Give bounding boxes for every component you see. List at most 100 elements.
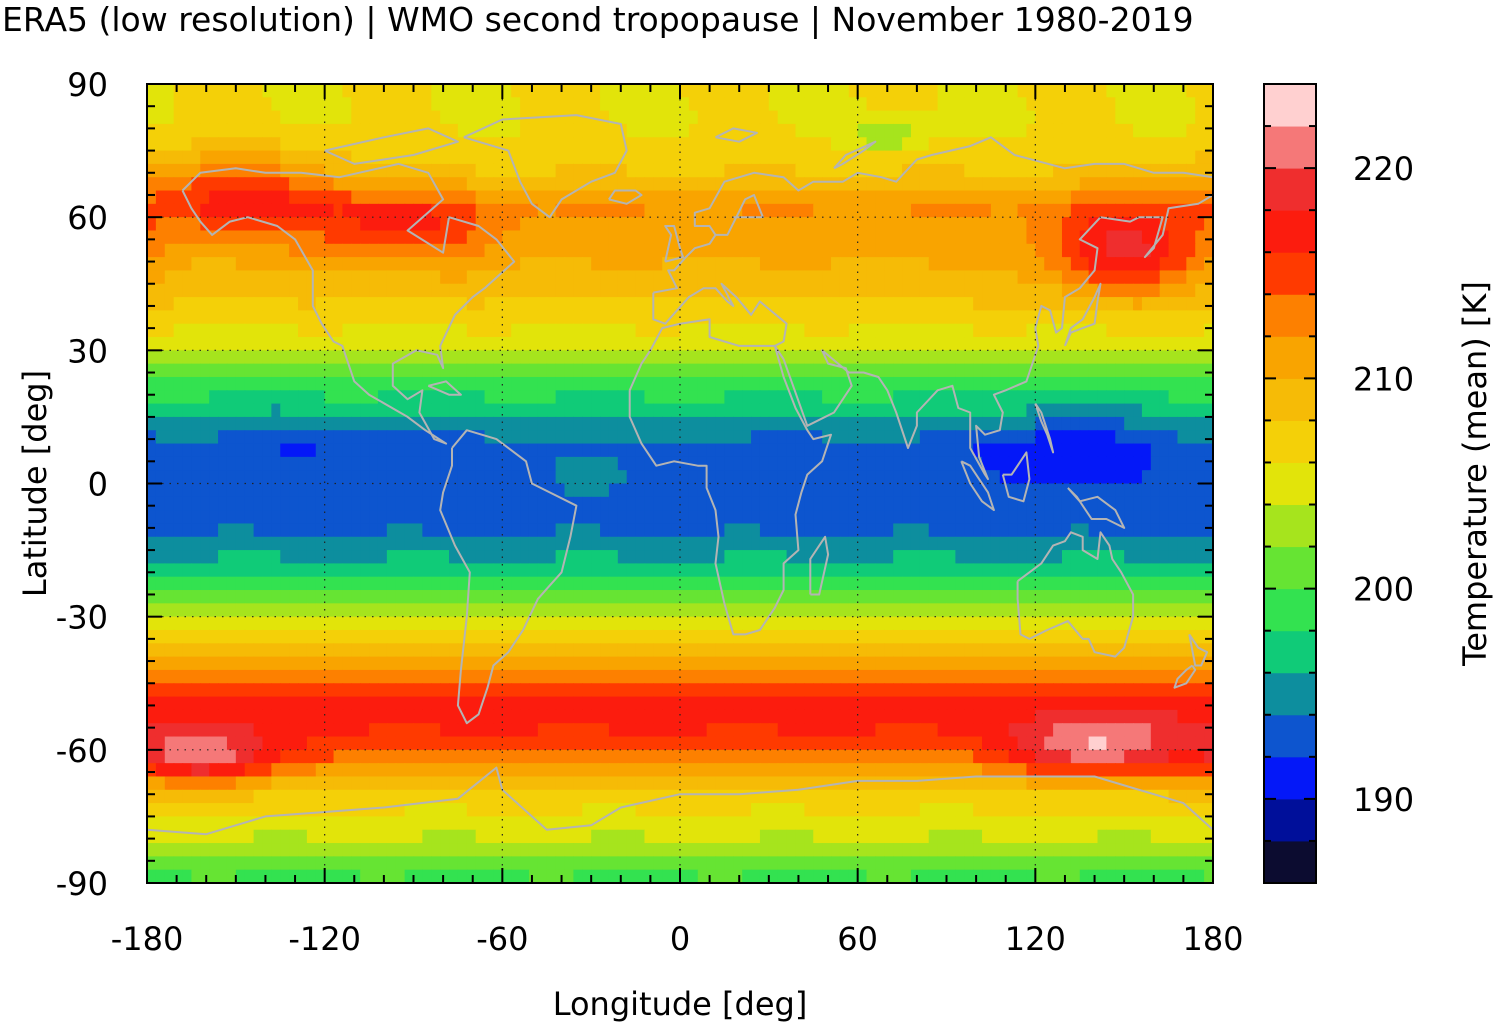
heatmap-cell: [1133, 390, 1143, 405]
heatmap-cell: [324, 510, 335, 525]
heatmap-cell: [893, 163, 903, 178]
heatmap-cell: [1168, 590, 1179, 604]
heatmap-cell: [742, 203, 752, 218]
heatmap-cell: [786, 97, 797, 112]
heatmap-cell: [768, 430, 779, 445]
heatmap-cell: [786, 203, 797, 218]
heatmap-cell: [831, 323, 841, 338]
heatmap-cell: [209, 123, 219, 138]
heatmap-cell: [155, 84, 166, 98]
heatmap-cell: [857, 297, 868, 311]
heatmap-cell: [440, 390, 450, 405]
heatmap-cell: [626, 163, 637, 178]
heatmap-cell: [671, 443, 681, 458]
heatmap-cell: [289, 270, 299, 285]
heatmap-cell: [1079, 230, 1090, 245]
heatmap-cell: [1141, 376, 1152, 391]
heatmap-cell: [804, 510, 814, 525]
heatmap-cell: [306, 323, 317, 338]
heatmap-cell: [1044, 456, 1054, 471]
heatmap-cell: [697, 177, 708, 192]
heatmap-cell: [431, 323, 441, 338]
heatmap-cell: [982, 363, 992, 378]
heatmap-cell: [706, 576, 717, 591]
heatmap-cell: [608, 110, 619, 125]
heatmap-cell: [990, 310, 1001, 325]
heatmap-cell: [306, 563, 317, 578]
heatmap-cell: [298, 310, 308, 325]
heatmap-cell: [324, 403, 335, 418]
heatmap-cell: [777, 110, 788, 125]
heatmap-cell: [528, 203, 539, 218]
heatmap-cell: [1204, 536, 1214, 551]
heatmap-cell: [839, 163, 850, 178]
heatmap-cell: [1150, 203, 1161, 218]
heatmap-cell: [697, 337, 708, 351]
heatmap-cell: [1177, 350, 1187, 365]
heatmap-cell: [795, 443, 805, 458]
heatmap-cell: [742, 603, 752, 618]
heatmap-cell: [884, 323, 894, 338]
heatmap-cell: [1177, 337, 1187, 351]
heatmap-cell: [431, 550, 441, 564]
heatmap-cell: [653, 536, 663, 551]
heatmap-cell: [955, 310, 965, 325]
heatmap-cell: [147, 150, 157, 165]
heatmap-cell: [635, 337, 646, 351]
heatmap-cell: [218, 150, 228, 165]
heatmap-cell: [395, 563, 406, 578]
heatmap-cell: [617, 257, 628, 272]
heatmap-cell: [377, 84, 388, 98]
heatmap-cell: [413, 510, 423, 525]
heatmap-cell: [751, 603, 761, 618]
heatmap-cell: [1177, 150, 1187, 165]
heatmap-cell: [369, 483, 379, 498]
heatmap-cell: [537, 416, 548, 431]
heatmap-cell: [919, 163, 930, 178]
heatmap-cell: [235, 84, 246, 98]
heatmap-cell: [1115, 363, 1125, 378]
heatmap-cell: [262, 456, 272, 471]
heatmap-cell: [795, 97, 805, 112]
heatmap-cell: [822, 137, 832, 152]
heatmap-cell: [768, 257, 779, 272]
heatmap-cell: [289, 217, 299, 232]
heatmap-cell: [804, 563, 814, 578]
heatmap-cell: [1008, 190, 1019, 205]
heatmap-cell: [1088, 243, 1099, 258]
heatmap-cell: [955, 363, 965, 378]
heatmap-cell: [662, 430, 672, 445]
heatmap-cell: [555, 243, 566, 258]
heatmap-cell: [1088, 536, 1099, 551]
heatmap-cell: [1204, 310, 1214, 325]
heatmap-cell: [386, 110, 397, 125]
heatmap-cell: [573, 150, 583, 165]
heatmap-cell: [626, 137, 637, 152]
heatmap-cell: [742, 456, 752, 471]
heatmap-cell: [582, 350, 592, 365]
heatmap-cell: [697, 84, 708, 98]
heatmap-cell: [671, 150, 681, 165]
heatmap-cell: [431, 603, 441, 618]
heatmap-cell: [902, 576, 912, 591]
heatmap-cell: [1106, 603, 1116, 618]
heatmap-cell: [209, 483, 219, 498]
heatmap-cell: [1106, 443, 1116, 458]
heatmap-cell: [1017, 603, 1028, 618]
heatmap-cell: [751, 563, 761, 578]
heatmap-cell: [573, 496, 583, 511]
heatmap-cell: [1026, 430, 1036, 445]
heatmap-cell: [520, 84, 530, 98]
heatmap-cell: [1141, 576, 1152, 591]
heatmap-cell: [1115, 137, 1125, 152]
heatmap-cell: [182, 84, 193, 98]
heatmap-cell: [218, 97, 228, 112]
heatmap-cell: [342, 523, 352, 538]
heatmap-cell: [1195, 97, 1205, 112]
heatmap-cell: [644, 110, 654, 125]
heatmap-cell: [866, 590, 877, 604]
heatmap-cell: [484, 629, 495, 644]
heatmap-cell: [369, 416, 379, 431]
heatmap-cell: [404, 110, 415, 125]
heatmap-cell: [1133, 603, 1143, 618]
